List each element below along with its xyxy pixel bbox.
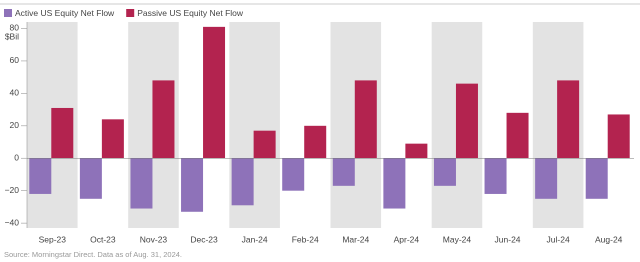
x-tick-label: Apr-24	[394, 234, 420, 244]
x-tick-label: Feb-24	[292, 234, 319, 244]
bar	[455, 83, 478, 159]
bar	[405, 143, 428, 159]
y-unit: $Bil	[5, 32, 19, 42]
legend-label: Active US Equity Net Flow	[15, 8, 115, 18]
bar	[79, 158, 102, 199]
x-tick-label: Jul-24	[547, 234, 570, 244]
bar	[433, 158, 456, 186]
bar	[51, 107, 74, 159]
bar	[535, 158, 558, 199]
x-tick-label: Oct-23	[90, 234, 116, 244]
x-tick-label: Sep-23	[39, 234, 67, 244]
y-tick-label: −20	[5, 185, 20, 195]
y-tick-label: −40	[5, 217, 20, 227]
x-tick-label: May-24	[443, 234, 472, 244]
bar	[383, 158, 406, 209]
bar	[181, 158, 204, 212]
y-tick-label: 20	[10, 120, 20, 130]
bar	[203, 26, 226, 159]
bar	[607, 114, 630, 159]
bar	[101, 119, 124, 159]
bar	[253, 130, 276, 159]
bar	[354, 80, 377, 159]
bar	[152, 80, 175, 159]
y-tick-label: 60	[10, 55, 20, 65]
x-tick-label: Nov-23	[140, 234, 168, 244]
x-tick-label: Jun-24	[495, 234, 521, 244]
y-tick-label: 0	[14, 153, 19, 163]
bar	[130, 158, 153, 209]
legend-swatch	[126, 9, 135, 17]
legend-label: Passive US Equity Net Flow	[137, 8, 244, 18]
x-tick-label: Dec-23	[190, 234, 218, 244]
bar	[585, 158, 608, 199]
bar	[304, 125, 327, 159]
y-tick-label: 80	[10, 23, 20, 33]
bar	[29, 158, 52, 194]
bar	[332, 158, 355, 186]
bar	[506, 112, 529, 159]
x-tick-label: Mar-24	[342, 234, 369, 244]
x-tick-label: Jan-24	[242, 234, 268, 244]
source-note: Source: Morningstar Direct. Data as of A…	[4, 250, 182, 259]
legend-swatch	[4, 9, 12, 17]
bar	[231, 158, 254, 206]
x-tick-label: Aug-24	[595, 234, 623, 244]
bar	[282, 158, 305, 191]
y-tick-label: 40	[10, 88, 20, 98]
bar	[484, 158, 507, 194]
bar	[557, 80, 580, 159]
